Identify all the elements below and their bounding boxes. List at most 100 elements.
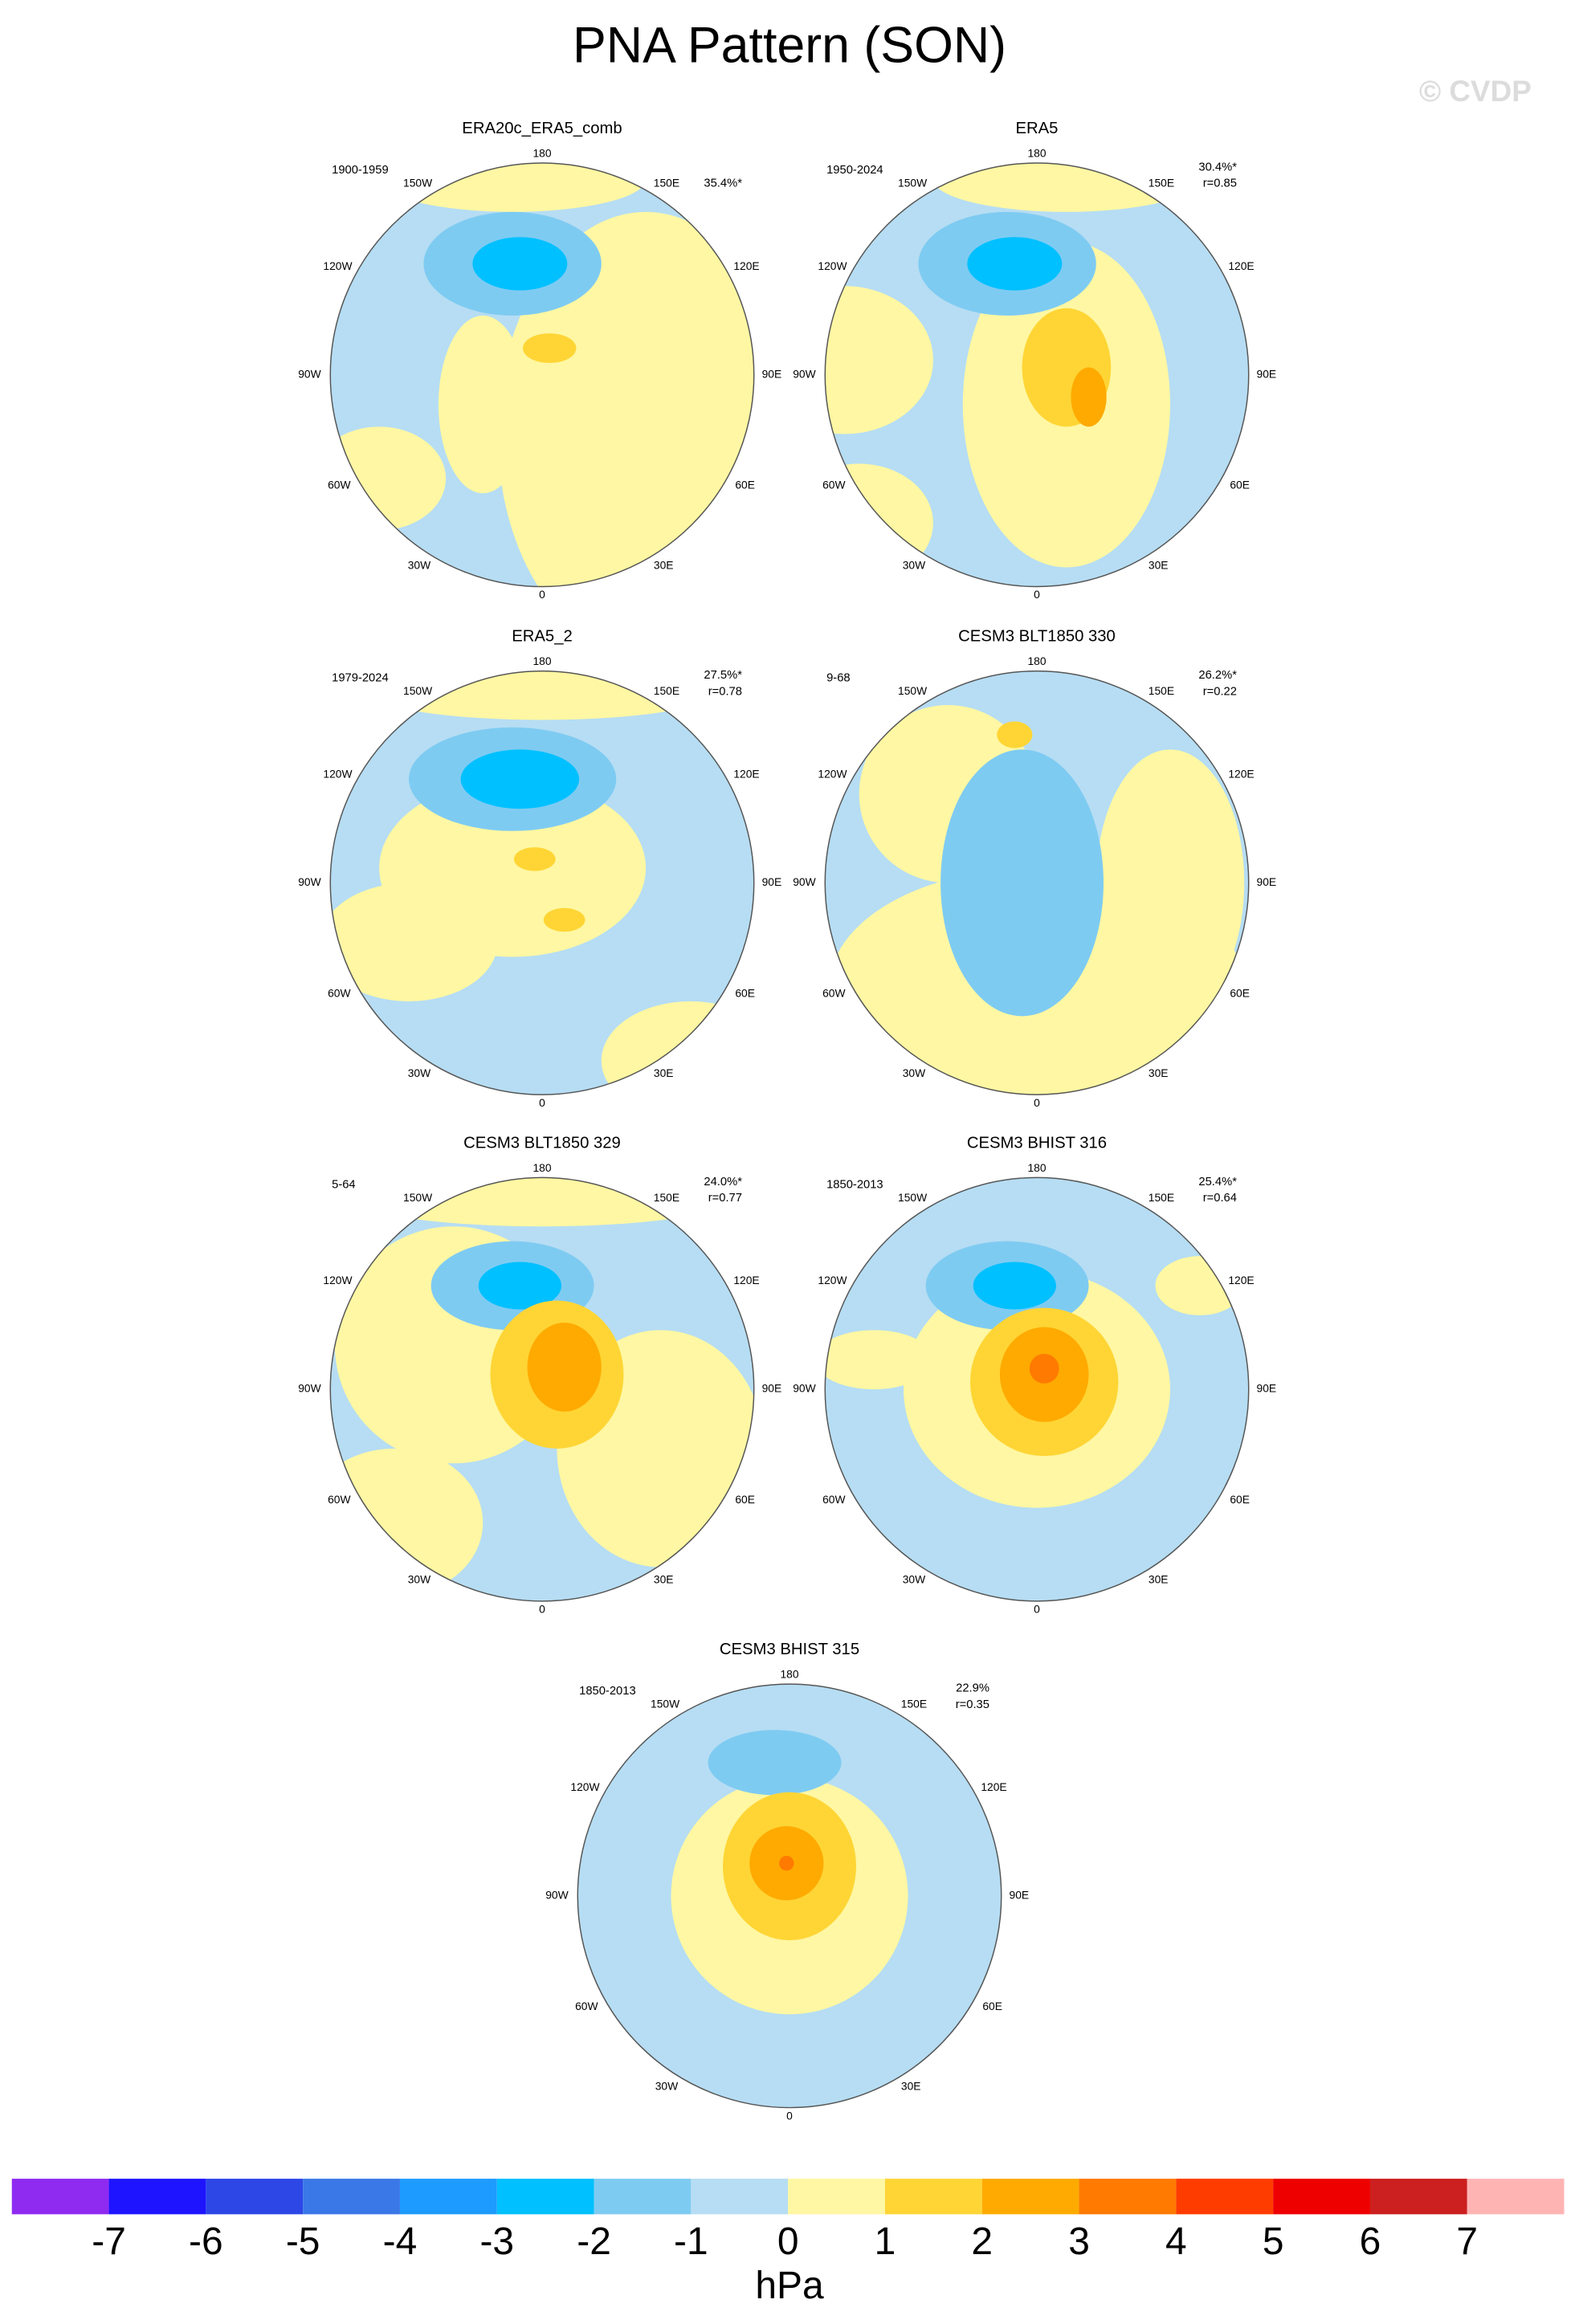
variance: 26.2%* bbox=[1198, 669, 1237, 682]
lon-label: 30E bbox=[654, 558, 674, 571]
lon-label: 180 bbox=[532, 654, 551, 667]
map bbox=[577, 1684, 1002, 2108]
lon-label: 30E bbox=[1149, 1066, 1169, 1079]
colorbar-tick-label: -7 bbox=[92, 2220, 126, 2263]
period: 1850-2013 bbox=[826, 1178, 883, 1191]
lon-label: 60W bbox=[822, 479, 845, 491]
period: 1979-2024 bbox=[332, 672, 389, 685]
lon-label: 150E bbox=[901, 1698, 927, 1710]
map-outline bbox=[824, 1176, 1250, 1602]
lon-label: 90E bbox=[762, 875, 782, 888]
colorbar-box bbox=[691, 2179, 789, 2215]
anomaly-region bbox=[973, 1262, 1056, 1310]
colorbar-box bbox=[303, 2179, 400, 2215]
lon-label: 30W bbox=[903, 1573, 925, 1586]
lon-label: 90E bbox=[762, 1382, 782, 1395]
variance: 35.4%* bbox=[704, 177, 742, 190]
colorbar-box bbox=[884, 2179, 982, 2215]
lon-label: 0 bbox=[1034, 588, 1040, 601]
lon-label: 60E bbox=[735, 479, 755, 491]
lon-label: 0 bbox=[539, 588, 545, 601]
lon-label: 120E bbox=[733, 1274, 759, 1286]
lon-label: 30W bbox=[408, 1573, 430, 1586]
colorbar-box bbox=[594, 2179, 692, 2215]
lon-label: 120W bbox=[818, 259, 847, 272]
lon-label: 150E bbox=[1149, 177, 1174, 190]
anomaly-region bbox=[543, 907, 585, 932]
period: 1850-2013 bbox=[579, 1685, 636, 1698]
lon-label: 30W bbox=[408, 1066, 430, 1079]
lon-label: 60W bbox=[328, 986, 350, 999]
lon-label: 90E bbox=[1010, 1888, 1030, 1901]
anomaly-region bbox=[513, 847, 556, 871]
colorbar-box bbox=[11, 2179, 109, 2215]
lon-label: 0 bbox=[1034, 1603, 1040, 1616]
lon-label: 90E bbox=[1257, 367, 1277, 380]
anomaly-region bbox=[940, 749, 1104, 1017]
lon-label: 90W bbox=[793, 1382, 815, 1395]
lon-label: 120W bbox=[323, 259, 352, 272]
anomaly-region bbox=[438, 315, 528, 494]
lon-label: 60W bbox=[822, 1493, 845, 1506]
lon-label: 150W bbox=[898, 684, 927, 697]
correlation: r=0.35 bbox=[956, 1698, 989, 1711]
lon-label: 180 bbox=[1027, 1161, 1046, 1174]
colorbar-tick-label: -5 bbox=[286, 2220, 320, 2263]
colorbar-box bbox=[788, 2179, 885, 2215]
lon-label: 60W bbox=[822, 986, 845, 999]
lon-label: 60E bbox=[735, 1493, 755, 1506]
colorbar-tick-label: 3 bbox=[1068, 2220, 1090, 2263]
lon-label: 60E bbox=[1230, 1493, 1250, 1506]
map-outline bbox=[824, 162, 1250, 588]
lon-label: 120W bbox=[323, 1274, 352, 1286]
correlation: r=0.85 bbox=[1203, 177, 1237, 190]
lon-label: 60W bbox=[575, 2000, 598, 2012]
anomaly-region bbox=[967, 237, 1063, 291]
lon-label: 60E bbox=[1230, 479, 1250, 491]
anomaly-region bbox=[601, 1001, 754, 1095]
colorbar-tick-label: -2 bbox=[577, 2220, 611, 2263]
map-outline bbox=[329, 162, 755, 588]
colorbar-tick-label: 6 bbox=[1360, 2220, 1381, 2263]
lon-label: 90E bbox=[1257, 1382, 1277, 1395]
lon-label: 30W bbox=[655, 2079, 678, 2092]
colorbar-box bbox=[1273, 2179, 1370, 2215]
colorbar-box bbox=[1467, 2179, 1565, 2215]
anomaly-region bbox=[997, 721, 1033, 748]
lon-label: 120E bbox=[733, 259, 759, 272]
lon-label: 90W bbox=[298, 875, 320, 888]
colorbar-tick-label: -4 bbox=[383, 2220, 418, 2263]
colorbar-box bbox=[1079, 2179, 1177, 2215]
colorbar-tick-label: 5 bbox=[1263, 2220, 1284, 2263]
lon-label: 150E bbox=[654, 177, 679, 190]
lon-label: 60W bbox=[328, 1493, 350, 1506]
colorbar-box bbox=[1369, 2179, 1467, 2215]
lon-label: 90W bbox=[298, 1382, 320, 1395]
variance: 22.9% bbox=[956, 1682, 989, 1695]
lon-label: 150W bbox=[898, 1191, 927, 1204]
colorbar-box bbox=[496, 2179, 594, 2215]
lon-label: 180 bbox=[780, 1668, 798, 1681]
lon-label: 30W bbox=[903, 558, 925, 571]
anomaly-region bbox=[472, 237, 568, 291]
map-outline bbox=[329, 670, 755, 1095]
lon-label: 90W bbox=[298, 367, 320, 380]
lon-label: 120E bbox=[1228, 1274, 1254, 1286]
anomaly-region bbox=[779, 1856, 794, 1871]
lon-label: 120E bbox=[981, 1780, 1006, 1793]
lon-label: 150W bbox=[651, 1698, 679, 1710]
map bbox=[825, 671, 1249, 1095]
lon-label: 30W bbox=[408, 558, 430, 571]
anomaly-region bbox=[330, 883, 498, 1001]
anomaly-region bbox=[379, 163, 647, 212]
lon-label: 120E bbox=[733, 767, 759, 780]
lon-label: 30E bbox=[901, 2079, 921, 2092]
lon-label: 150E bbox=[1149, 684, 1174, 697]
lon-label: 120E bbox=[1228, 259, 1254, 272]
lon-label: 60E bbox=[735, 986, 755, 999]
anomaly-region bbox=[1071, 367, 1107, 427]
lon-label: 30W bbox=[903, 1066, 925, 1079]
panel-title: CESM3 BHIST 315 bbox=[720, 1641, 859, 1658]
lon-label: 30E bbox=[1149, 558, 1169, 571]
